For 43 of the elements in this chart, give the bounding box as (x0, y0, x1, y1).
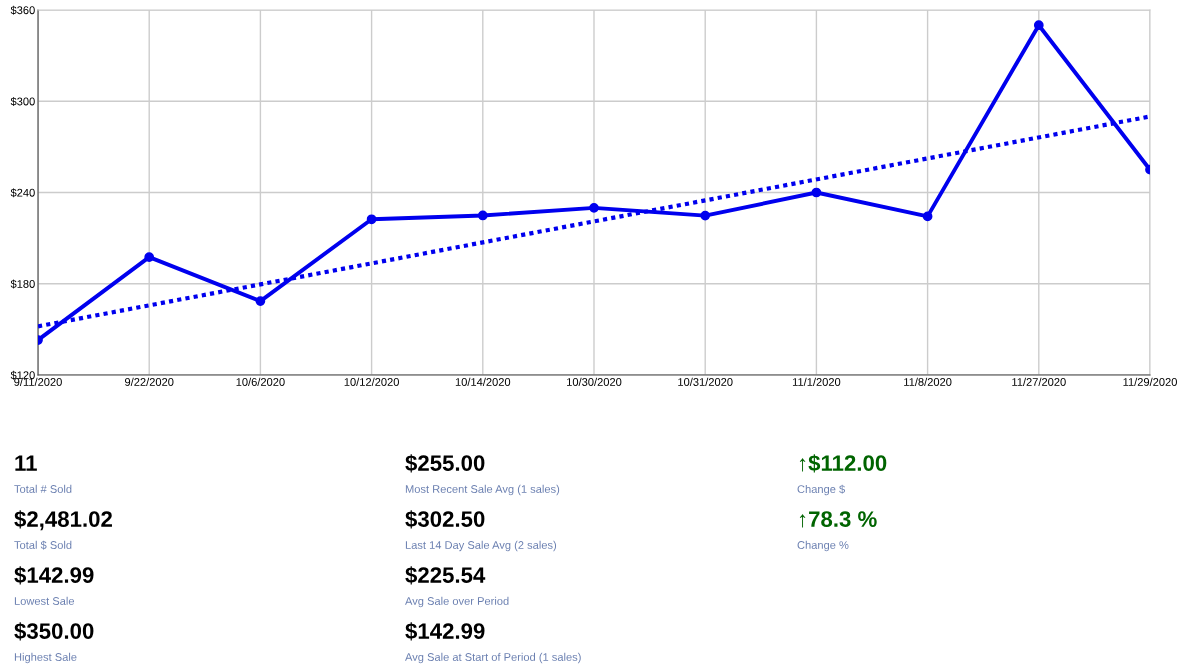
point (922, 211, 933, 222)
x-tick-label: 11/1/2020 (792, 377, 841, 386)
text: ↑78.3 % (799, 511, 877, 528)
text: Highest Sale (14, 652, 77, 664)
y-tick-label: $360 (10, 5, 35, 15)
text: $142.99 (14, 566, 94, 585)
x-tick-label: 10/30/2020 (567, 377, 622, 386)
text: 11 (15, 455, 37, 471)
x-tick-label: 11/29/2020 (1123, 377, 1177, 386)
text: Total $ Sold (14, 540, 72, 550)
x-tick-label: 10/12/2020 (344, 377, 399, 386)
text: Change % (797, 540, 849, 552)
x-tick-label: 11/8/2020 (904, 377, 952, 386)
text: $2,481.02 (14, 510, 112, 531)
text: Lowest Sale (14, 596, 75, 605)
text: Avg Sale over Period (405, 596, 509, 608)
x-tick-label: 10/14/2020 (455, 377, 511, 386)
point (1033, 20, 1044, 31)
point (477, 210, 488, 221)
point (589, 202, 599, 213)
text: Last 14 Day Sale Avg (2 sales) (405, 540, 557, 552)
point (366, 214, 377, 225)
y-tick-label: $240 (10, 188, 35, 198)
y-tick-label: $300 (10, 97, 35, 107)
point (811, 187, 822, 198)
text: $225.54 (405, 566, 486, 585)
point (255, 296, 266, 306)
text: Total # Sold (14, 484, 72, 493)
x-tick-label: 10/6/2020 (236, 377, 285, 386)
point (144, 252, 155, 262)
text: Most Recent Sale Avg (1 sales) (405, 484, 560, 496)
x-tick-label: 9/22/2020 (125, 377, 174, 386)
text: $302.50 (405, 510, 485, 529)
x-tick-label: 11/27/2020 (1012, 377, 1066, 386)
y-tick-label: $180 (10, 279, 35, 289)
point (700, 210, 711, 221)
x-tick-label: 10/31/2020 (678, 377, 733, 386)
text: $350.00 (14, 622, 94, 641)
text: Avg Sale at Start of Period (1 sales) (405, 652, 581, 664)
text: $255.00 (405, 454, 485, 473)
text: $142.99 (405, 622, 485, 641)
text: Change $ (797, 484, 846, 496)
text: ↑$112.00 (799, 454, 887, 473)
